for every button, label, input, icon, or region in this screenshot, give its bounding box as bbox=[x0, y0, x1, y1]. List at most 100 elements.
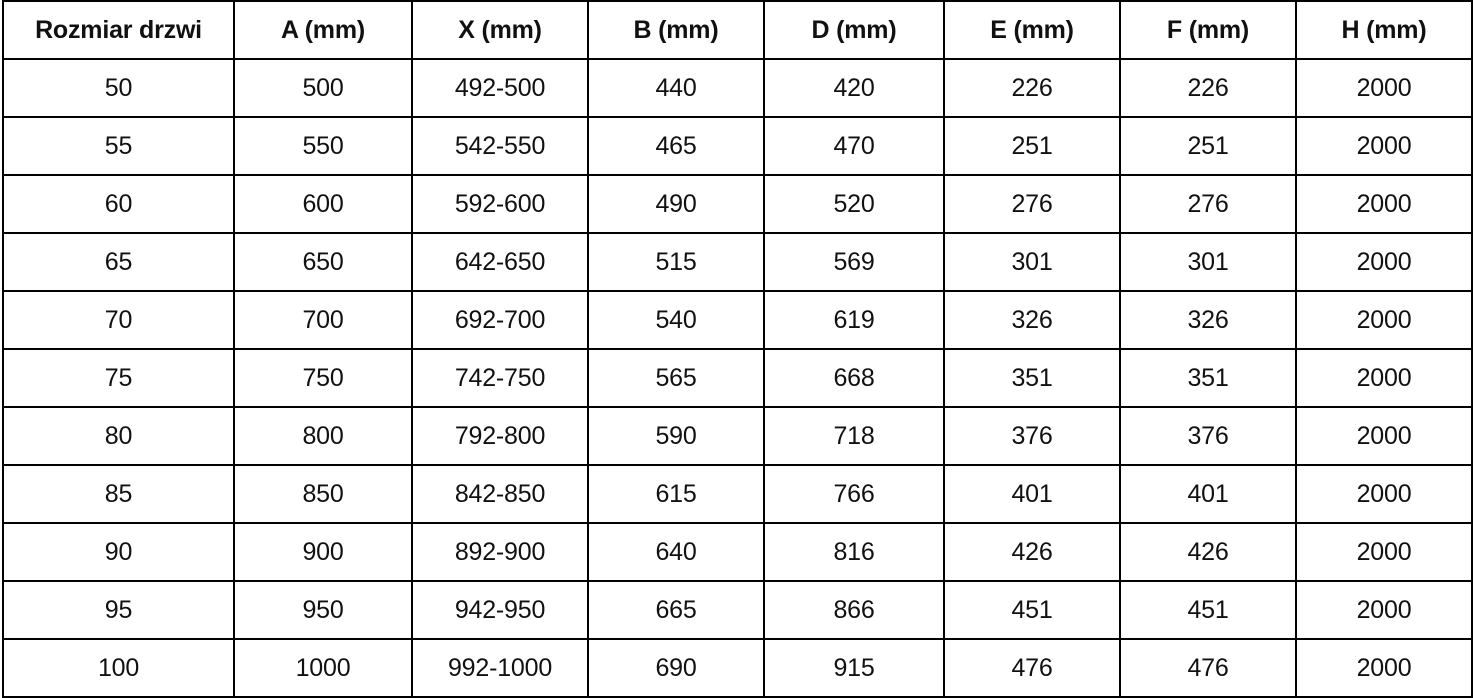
cell-f: 351 bbox=[1119, 348, 1297, 408]
cell-d: 866 bbox=[763, 580, 945, 640]
cell-x: 692-700 bbox=[411, 290, 589, 350]
cell-x: 842-850 bbox=[411, 464, 589, 524]
cell-door-size: 50 bbox=[2, 58, 235, 118]
table-row: 85 850 842-850 615 766 401 401 2000 bbox=[2, 464, 1473, 524]
cell-e: 451 bbox=[943, 580, 1121, 640]
cell-f: 326 bbox=[1119, 290, 1297, 350]
cell-h: 2000 bbox=[1295, 406, 1473, 466]
column-header-x-mm: X (mm) bbox=[411, 0, 589, 60]
cell-door-size: 70 bbox=[2, 290, 235, 350]
cell-b: 440 bbox=[587, 58, 765, 118]
cell-b: 640 bbox=[587, 522, 765, 582]
table-row: 50 500 492-500 440 420 226 226 2000 bbox=[2, 58, 1473, 118]
cell-door-size: 90 bbox=[2, 522, 235, 582]
cell-a: 700 bbox=[233, 290, 413, 350]
cell-door-size: 60 bbox=[2, 174, 235, 234]
cell-door-size: 75 bbox=[2, 348, 235, 408]
cell-d: 668 bbox=[763, 348, 945, 408]
cell-h: 2000 bbox=[1295, 290, 1473, 350]
column-header-d-mm: D (mm) bbox=[763, 0, 945, 60]
cell-f: 476 bbox=[1119, 638, 1297, 698]
column-header-b-mm: B (mm) bbox=[587, 0, 765, 60]
cell-a: 600 bbox=[233, 174, 413, 234]
cell-e: 351 bbox=[943, 348, 1121, 408]
cell-h: 2000 bbox=[1295, 348, 1473, 408]
cell-h: 2000 bbox=[1295, 522, 1473, 582]
table-row: 70 700 692-700 540 619 326 326 2000 bbox=[2, 290, 1473, 350]
cell-b: 690 bbox=[587, 638, 765, 698]
cell-a: 500 bbox=[233, 58, 413, 118]
cell-b: 590 bbox=[587, 406, 765, 466]
cell-door-size: 85 bbox=[2, 464, 235, 524]
cell-h: 2000 bbox=[1295, 580, 1473, 640]
cell-a: 850 bbox=[233, 464, 413, 524]
cell-h: 2000 bbox=[1295, 232, 1473, 292]
table-row: 95 950 942-950 665 866 451 451 2000 bbox=[2, 580, 1473, 640]
cell-x: 592-600 bbox=[411, 174, 589, 234]
cell-a: 650 bbox=[233, 232, 413, 292]
cell-d: 766 bbox=[763, 464, 945, 524]
cell-h: 2000 bbox=[1295, 174, 1473, 234]
cell-x: 542-550 bbox=[411, 116, 589, 176]
table-row: 60 600 592-600 490 520 276 276 2000 bbox=[2, 174, 1473, 234]
cell-b: 565 bbox=[587, 348, 765, 408]
cell-d: 619 bbox=[763, 290, 945, 350]
cell-f: 226 bbox=[1119, 58, 1297, 118]
cell-f: 376 bbox=[1119, 406, 1297, 466]
cell-e: 251 bbox=[943, 116, 1121, 176]
cell-e: 476 bbox=[943, 638, 1121, 698]
cell-x: 892-900 bbox=[411, 522, 589, 582]
column-header-e-mm: E (mm) bbox=[943, 0, 1121, 60]
cell-e: 301 bbox=[943, 232, 1121, 292]
cell-door-size: 55 bbox=[2, 116, 235, 176]
cell-a: 900 bbox=[233, 522, 413, 582]
column-header-a-mm: A (mm) bbox=[233, 0, 413, 60]
cell-e: 326 bbox=[943, 290, 1121, 350]
cell-x: 492-500 bbox=[411, 58, 589, 118]
table-row: 75 750 742-750 565 668 351 351 2000 bbox=[2, 348, 1473, 408]
table-body: 50 500 492-500 440 420 226 226 2000 55 5… bbox=[2, 58, 1473, 698]
cell-x: 792-800 bbox=[411, 406, 589, 466]
cell-d: 718 bbox=[763, 406, 945, 466]
cell-a: 550 bbox=[233, 116, 413, 176]
cell-h: 2000 bbox=[1295, 58, 1473, 118]
cell-d: 569 bbox=[763, 232, 945, 292]
table-header-row: Rozmiar drzwi A (mm) X (mm) B (mm) D (mm… bbox=[2, 0, 1473, 60]
cell-b: 490 bbox=[587, 174, 765, 234]
cell-d: 470 bbox=[763, 116, 945, 176]
cell-x: 942-950 bbox=[411, 580, 589, 640]
cell-door-size: 80 bbox=[2, 406, 235, 466]
column-header-h-mm: H (mm) bbox=[1295, 0, 1473, 60]
cell-f: 251 bbox=[1119, 116, 1297, 176]
cell-x: 642-650 bbox=[411, 232, 589, 292]
table-row: 100 1000 992-1000 690 915 476 476 2000 bbox=[2, 638, 1473, 698]
cell-e: 226 bbox=[943, 58, 1121, 118]
cell-h: 2000 bbox=[1295, 464, 1473, 524]
cell-b: 465 bbox=[587, 116, 765, 176]
column-header-door-size: Rozmiar drzwi bbox=[2, 0, 235, 60]
cell-e: 426 bbox=[943, 522, 1121, 582]
cell-door-size: 100 bbox=[2, 638, 235, 698]
cell-a: 950 bbox=[233, 580, 413, 640]
cell-d: 915 bbox=[763, 638, 945, 698]
cell-x: 992-1000 bbox=[411, 638, 589, 698]
cell-f: 301 bbox=[1119, 232, 1297, 292]
table-header: Rozmiar drzwi A (mm) X (mm) B (mm) D (mm… bbox=[2, 0, 1473, 60]
cell-b: 515 bbox=[587, 232, 765, 292]
cell-d: 816 bbox=[763, 522, 945, 582]
table-row: 90 900 892-900 640 816 426 426 2000 bbox=[2, 522, 1473, 582]
table-row: 55 550 542-550 465 470 251 251 2000 bbox=[2, 116, 1473, 176]
cell-b: 665 bbox=[587, 580, 765, 640]
cell-f: 401 bbox=[1119, 464, 1297, 524]
cell-d: 420 bbox=[763, 58, 945, 118]
table-row: 65 650 642-650 515 569 301 301 2000 bbox=[2, 232, 1473, 292]
cell-e: 401 bbox=[943, 464, 1121, 524]
cell-a: 1000 bbox=[233, 638, 413, 698]
cell-b: 540 bbox=[587, 290, 765, 350]
cell-b: 615 bbox=[587, 464, 765, 524]
cell-x: 742-750 bbox=[411, 348, 589, 408]
cell-e: 376 bbox=[943, 406, 1121, 466]
cell-h: 2000 bbox=[1295, 116, 1473, 176]
